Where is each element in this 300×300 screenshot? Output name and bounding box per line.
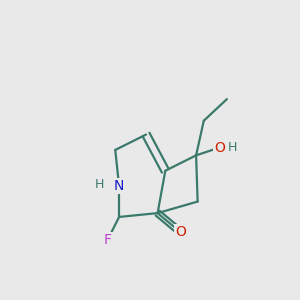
Text: O: O bbox=[214, 141, 225, 155]
Text: H: H bbox=[95, 178, 104, 191]
Text: N: N bbox=[114, 179, 124, 193]
Text: O: O bbox=[175, 225, 186, 239]
Text: F: F bbox=[103, 233, 112, 247]
Text: H: H bbox=[228, 141, 237, 154]
